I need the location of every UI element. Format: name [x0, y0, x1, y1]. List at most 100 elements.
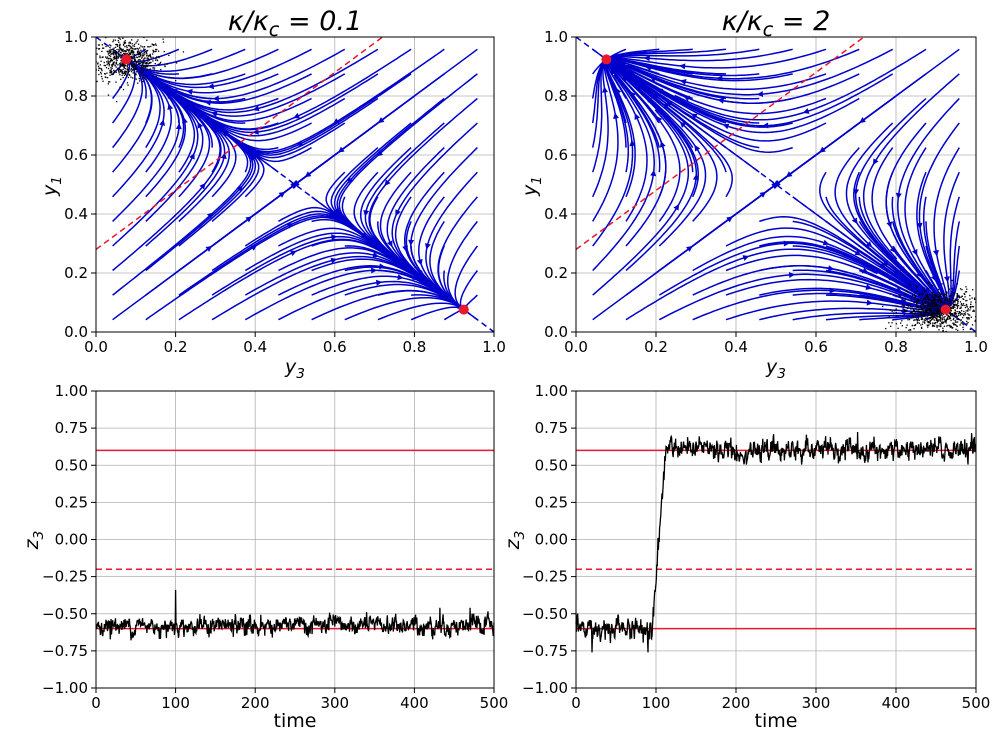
noise-point	[929, 322, 932, 325]
noise-point	[967, 309, 969, 311]
y-axis-label: y1	[519, 176, 545, 197]
noise-point	[973, 297, 976, 299]
noise-point	[926, 315, 929, 317]
noise-point	[175, 79, 177, 82]
stream-arrow	[159, 119, 166, 126]
noise-point	[960, 303, 963, 305]
noise-point	[109, 51, 111, 54]
noise-point	[147, 60, 149, 62]
noise-point	[950, 295, 952, 297]
noise-point	[130, 70, 133, 73]
stream-arrow	[822, 239, 830, 246]
y-tick-label: 0.25	[55, 493, 88, 511]
stream-arrow	[613, 112, 619, 119]
noise-point	[925, 301, 927, 303]
noise-point	[129, 46, 132, 48]
noise-point	[130, 50, 132, 52]
noise-point	[927, 314, 930, 316]
x-tick-label: 1.0	[482, 338, 506, 356]
noise-point	[914, 295, 916, 297]
noise-point	[139, 78, 141, 80]
noise-point	[917, 314, 919, 316]
noise-point	[117, 56, 120, 59]
x-axis-label: time	[274, 710, 317, 732]
noise-point	[955, 324, 957, 326]
noise-point	[156, 56, 158, 58]
noise-point	[914, 292, 916, 294]
noise-point	[935, 304, 937, 306]
noise-point	[120, 78, 122, 80]
noise-point	[960, 296, 962, 298]
noise-point	[125, 45, 128, 47]
noise-point	[129, 45, 131, 47]
noise-point	[121, 65, 124, 67]
noise-point	[142, 70, 145, 72]
x-tick-label: 400	[882, 694, 911, 712]
noise-point	[920, 324, 922, 326]
noise-point	[150, 56, 152, 59]
noise-point	[920, 306, 922, 308]
noise-point	[911, 317, 913, 319]
noise-point	[153, 44, 155, 47]
noise-point	[150, 45, 152, 48]
noise-point	[965, 286, 967, 288]
noise-point	[926, 305, 928, 307]
noise-point	[124, 42, 127, 44]
noise-point	[936, 299, 938, 301]
noise-point	[931, 324, 934, 326]
noise-point	[101, 47, 104, 49]
noise-point	[956, 310, 958, 313]
noise-point	[146, 65, 149, 68]
noise-point	[937, 311, 939, 313]
noise-point	[129, 52, 131, 54]
noise-point	[140, 73, 143, 75]
noise-point	[890, 325, 892, 327]
noise-point	[122, 43, 125, 46]
noise-point	[956, 283, 958, 285]
noise-point	[117, 64, 119, 66]
noise-point	[127, 67, 129, 69]
noise-point	[942, 297, 944, 300]
noise-point	[969, 307, 972, 309]
noise-point	[118, 71, 120, 73]
noise-point	[970, 301, 972, 303]
noise-point	[937, 296, 939, 298]
streamline	[186, 73, 412, 154]
noise-point	[128, 42, 130, 44]
noise-point	[111, 67, 113, 69]
noise-point	[153, 69, 155, 71]
noise-point	[122, 37, 124, 39]
noise-point	[957, 304, 960, 307]
noise-point	[915, 285, 917, 287]
noise-point	[921, 304, 923, 306]
noise-point	[120, 48, 122, 50]
noise-point	[912, 316, 914, 318]
noise-point	[109, 61, 111, 63]
noise-point	[936, 325, 938, 327]
noise-point	[937, 313, 940, 315]
noise-point	[921, 309, 924, 311]
noise-point	[888, 298, 891, 300]
noise-point	[949, 314, 952, 317]
noise-point	[157, 50, 160, 52]
noise-point	[920, 326, 923, 329]
noise-point	[132, 34, 133, 35]
noise-point	[98, 73, 100, 76]
noise-point	[960, 313, 963, 315]
noise-point	[933, 302, 936, 304]
chart-title: κ/κc = 0.1	[228, 6, 362, 41]
noise-point	[931, 300, 934, 303]
noise-point	[156, 70, 158, 72]
noise-point	[134, 67, 136, 69]
noise-point	[141, 61, 143, 64]
noise-point	[916, 310, 918, 312]
noise-point	[119, 51, 122, 54]
noise-point	[114, 39, 117, 41]
noise-point	[166, 63, 168, 65]
stream-arrow	[167, 103, 174, 111]
noise-point	[120, 59, 122, 62]
noise-point	[961, 304, 964, 307]
y-tick-label: −0.25	[42, 568, 88, 586]
noise-point	[99, 67, 101, 69]
noise-point	[155, 50, 157, 52]
